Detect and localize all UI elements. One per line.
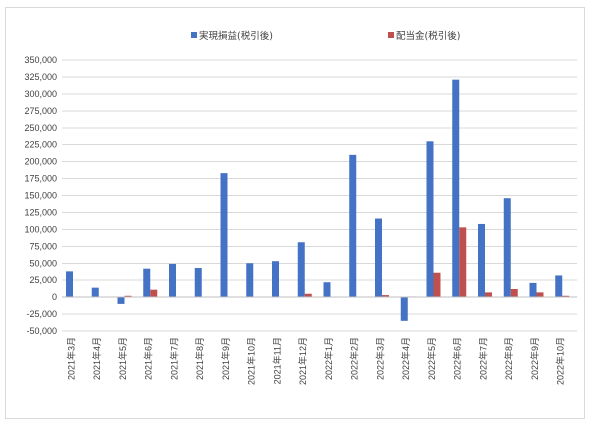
x-tick-label: 2022年9月 [529,337,540,380]
chart-frame [5,7,585,419]
bar-realized-5 [194,267,202,298]
y-tick-label: -25,000 [26,309,57,319]
y-tick-label: 0 [52,292,57,302]
bar-dividend-17 [510,288,518,298]
legend-swatch-realized [191,32,197,38]
y-tick-label: 25,000 [29,275,57,285]
bar-realized-13 [400,297,408,321]
y-tick-label: -50,000 [26,326,57,336]
bar-realized-9 [297,242,305,298]
bar-realized-2 [117,297,125,304]
x-tick-label: 2022年4月 [400,337,411,380]
bars [66,79,570,321]
y-tick-label: 50,000 [29,258,57,268]
x-tick-label: 2022年2月 [349,337,360,380]
x-tick-label: 2022年8月 [503,337,514,380]
x-tick-label: 2022年3月 [374,337,385,380]
x-tick-label: 2021年6月 [143,337,154,380]
gridlines [62,59,577,332]
y-tick-label: 300,000 [24,89,57,99]
bar-dividend-3 [150,289,158,298]
bar-dividend-14 [433,272,441,298]
x-tick-label: 2022年7月 [477,337,488,380]
y-tick-label: 125,000 [24,207,57,217]
bar-realized-15 [452,79,460,298]
bar-dividend-15 [459,227,467,298]
bar-dividend-9 [304,293,312,298]
x-tick-label: 2021年12月 [297,337,308,385]
y-tick-label: 150,000 [24,191,57,201]
x-tick-label: 2021年9月 [220,337,231,380]
x-tick-label: 2022年10月 [555,337,566,385]
bar-realized-14 [426,141,434,298]
bar-realized-18 [529,282,537,298]
bar-realized-19 [555,275,563,298]
bar-realized-1 [91,287,99,298]
axes: -50,000 -25,000 0 25,000 50,000 75,000 100,000… [24,55,577,385]
y-tick-label: 225,000 [24,140,57,150]
x-tick-label: 2021年5月 [117,337,128,380]
x-tick-label: 2022年6月 [452,337,463,380]
y-tick-label: 175,000 [24,174,57,184]
y-tick-label: 250,000 [24,123,57,133]
bar-dividend-18 [536,292,544,298]
x-tick-label: 2021年8月 [194,337,205,380]
bar-dividend-12 [382,295,389,298]
bar-realized-3 [143,268,151,298]
y-tick-label: 75,000 [29,241,57,251]
y-tick-label: 350,000 [24,55,57,65]
x-tick-label: 2022年5月 [426,337,437,380]
y-tick-label: 325,000 [24,72,57,82]
bar-realized-8 [272,261,279,298]
y-tick-label: 100,000 [24,224,57,234]
bar-dividend-2 [124,295,132,298]
legend-label-realized: 実現損益(税引後) [199,30,273,42]
bar-realized-11 [349,154,357,298]
y-tick-label: 275,000 [24,106,57,116]
bar-realized-16 [478,223,485,298]
bar-realized-0 [66,271,73,298]
y-tick-label: 200,000 [24,157,57,167]
bar-realized-6 [220,173,228,298]
bar-realized-17 [503,198,511,298]
x-tick-label: 2021年4月 [91,337,102,380]
bar-realized-7 [246,263,254,298]
bar-dividend-16 [485,292,492,298]
legend-label-dividend: 配当金(税引後) [396,30,460,42]
legend: 実現損益(税引後) 配当金(税引後) [191,30,460,42]
x-tick-label: 2022年1月 [323,337,334,380]
bar-realized-12 [375,218,382,298]
x-tick-label: 2021年7月 [168,337,179,380]
bar-realized-4 [169,263,176,298]
x-tick-label: 2021年3月 [65,337,76,380]
x-tick-label: 2021年11月 [271,337,282,384]
x-tick-label: 2021年10月 [246,337,257,385]
bar-realized-10 [323,282,331,298]
bar-dividend-19 [562,295,570,298]
legend-swatch-dividend [388,32,394,38]
